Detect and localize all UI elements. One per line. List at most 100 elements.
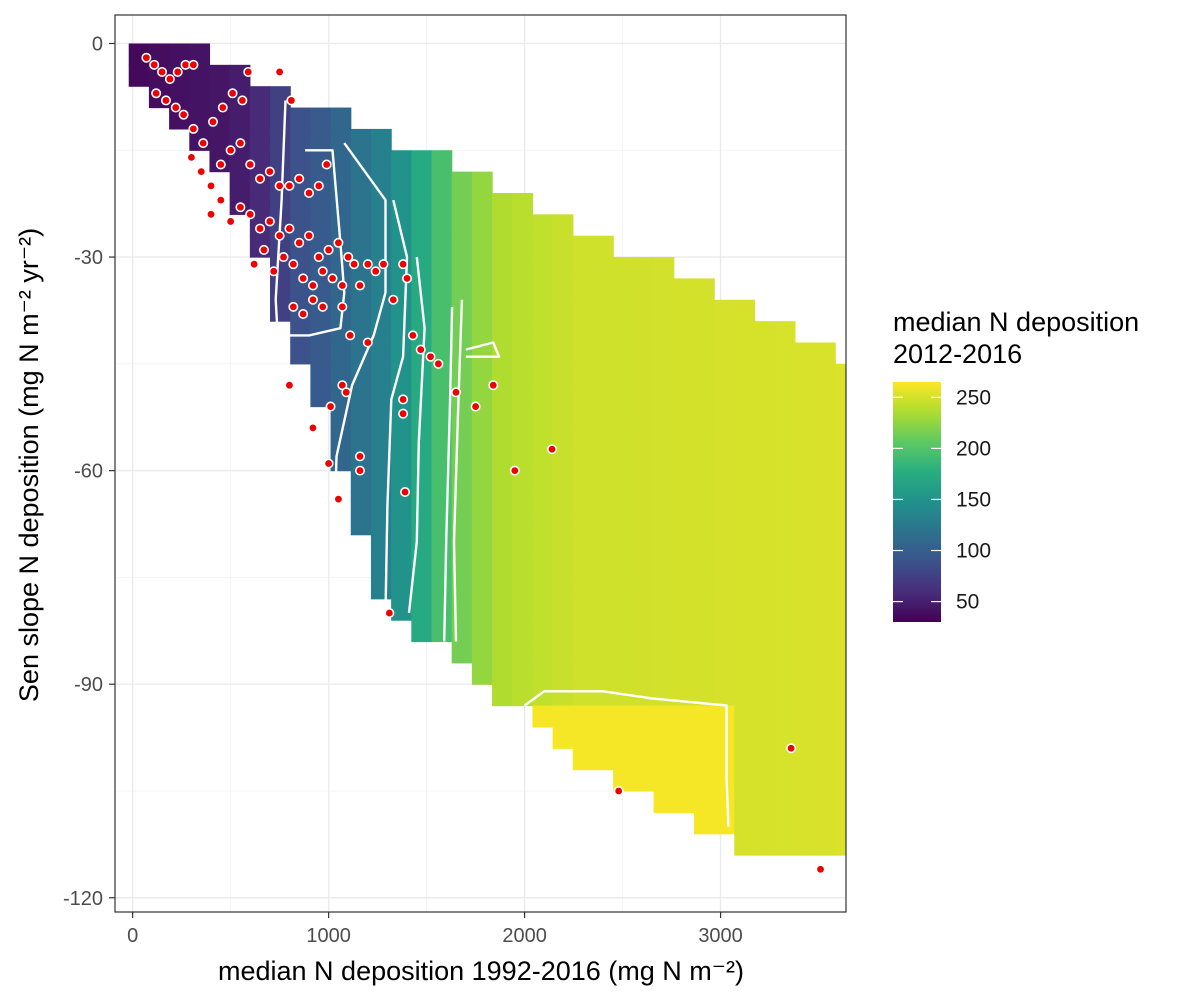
- contour-line: [452, 299, 464, 642]
- raster-cell: [754, 449, 776, 472]
- raster-cell: [754, 726, 776, 749]
- raster-cell: [613, 406, 634, 429]
- raster-cell: [532, 534, 554, 557]
- raster-cell: [835, 641, 846, 664]
- raster-cell: [552, 662, 574, 685]
- raster-cell: [512, 278, 534, 301]
- raster-cell: [592, 662, 614, 685]
- observation-point: [264, 166, 275, 177]
- raster-cell: [370, 513, 392, 536]
- raster-cell: [471, 171, 493, 194]
- raster-cell: [350, 235, 372, 258]
- raster-cell: [391, 363, 412, 386]
- raster-cell: [552, 214, 574, 237]
- observation-point: [398, 259, 409, 270]
- raster-cell: [391, 513, 412, 536]
- raster-cell: [431, 363, 453, 386]
- x-axis-ticks: 0 1000 2000 3000: [127, 912, 743, 947]
- raster-cell: [673, 342, 695, 365]
- raster-cell: [693, 598, 715, 621]
- raster-cell: [815, 812, 836, 835]
- raster-cell: [714, 491, 735, 514]
- raster-cell: [391, 470, 412, 493]
- raster-cell: [673, 278, 695, 301]
- observation-point: [255, 223, 266, 234]
- raster-cell: [653, 491, 675, 514]
- observation-point: [198, 138, 209, 149]
- raster-cell: [835, 748, 846, 771]
- raster-cell: [693, 705, 715, 728]
- observation-point: [425, 351, 436, 362]
- raster-cell: [350, 192, 372, 215]
- raster-cell: [471, 449, 493, 472]
- observation-point: [206, 209, 217, 220]
- raster-cell: [471, 257, 493, 280]
- raster-cell: [350, 171, 372, 194]
- raster-cell: [734, 449, 756, 472]
- raster-cell: [774, 342, 796, 365]
- raster-cell: [512, 470, 534, 493]
- raster-cell: [714, 299, 735, 322]
- raster-cell: [370, 406, 392, 429]
- observation-point: [341, 387, 352, 398]
- raster-cell: [794, 470, 816, 493]
- raster-cell: [693, 321, 715, 344]
- raster-cell: [653, 769, 675, 792]
- raster-cell: [411, 278, 433, 301]
- raster-cell: [633, 470, 655, 493]
- raster-cell: [673, 598, 695, 621]
- observation-point: [268, 266, 279, 277]
- raster-cell: [714, 406, 735, 429]
- raster-cell: [653, 598, 675, 621]
- raster-cell: [754, 705, 776, 728]
- raster-cell: [815, 385, 836, 408]
- observation-point: [235, 138, 246, 149]
- raster-cell: [370, 449, 392, 472]
- raster-cell: [572, 684, 594, 707]
- observation-point: [294, 237, 305, 248]
- raster-cell: [189, 43, 211, 66]
- raster-cell: [835, 812, 846, 835]
- raster-cell: [835, 833, 846, 856]
- observation-point: [149, 59, 160, 70]
- raster-cell: [754, 620, 776, 643]
- contour-line: [523, 690, 730, 827]
- raster-cell: [572, 385, 594, 408]
- raster-cell: [532, 705, 554, 728]
- y-tick-label: -60: [74, 461, 103, 483]
- observation-point: [384, 607, 395, 618]
- raster-cell: [592, 406, 614, 429]
- raster-cell: [350, 299, 372, 322]
- raster-cell: [693, 406, 715, 429]
- raster-cell: [653, 534, 675, 557]
- raster-cell: [734, 491, 756, 514]
- raster-cell: [512, 684, 534, 707]
- raster-cell: [815, 556, 836, 579]
- raster-cell: [451, 641, 473, 664]
- raster-cell: [592, 748, 614, 771]
- raster-cell: [350, 321, 372, 344]
- observation-point: [786, 743, 797, 754]
- raster-cell: [350, 150, 372, 173]
- raster-cell: [774, 790, 796, 813]
- raster-cell: [673, 491, 695, 514]
- raster-cell: [613, 449, 634, 472]
- raster-cell: [693, 812, 715, 835]
- raster-cell: [653, 342, 675, 365]
- raster-cell: [754, 577, 776, 600]
- raster-cell: [653, 705, 675, 728]
- raster-cell: [774, 491, 796, 514]
- raster-cell: [714, 470, 735, 493]
- raster-cell: [370, 556, 392, 579]
- raster-cell: [370, 128, 392, 151]
- raster-cell: [754, 662, 776, 685]
- raster-cell: [411, 491, 433, 514]
- raster-cell: [189, 86, 211, 109]
- raster-cell: [734, 769, 756, 792]
- raster-cell: [471, 406, 493, 429]
- raster-cell: [633, 406, 655, 429]
- observation-point: [307, 422, 318, 433]
- raster-cell: [471, 299, 493, 322]
- raster-cell: [431, 598, 453, 621]
- observation-point: [362, 337, 373, 348]
